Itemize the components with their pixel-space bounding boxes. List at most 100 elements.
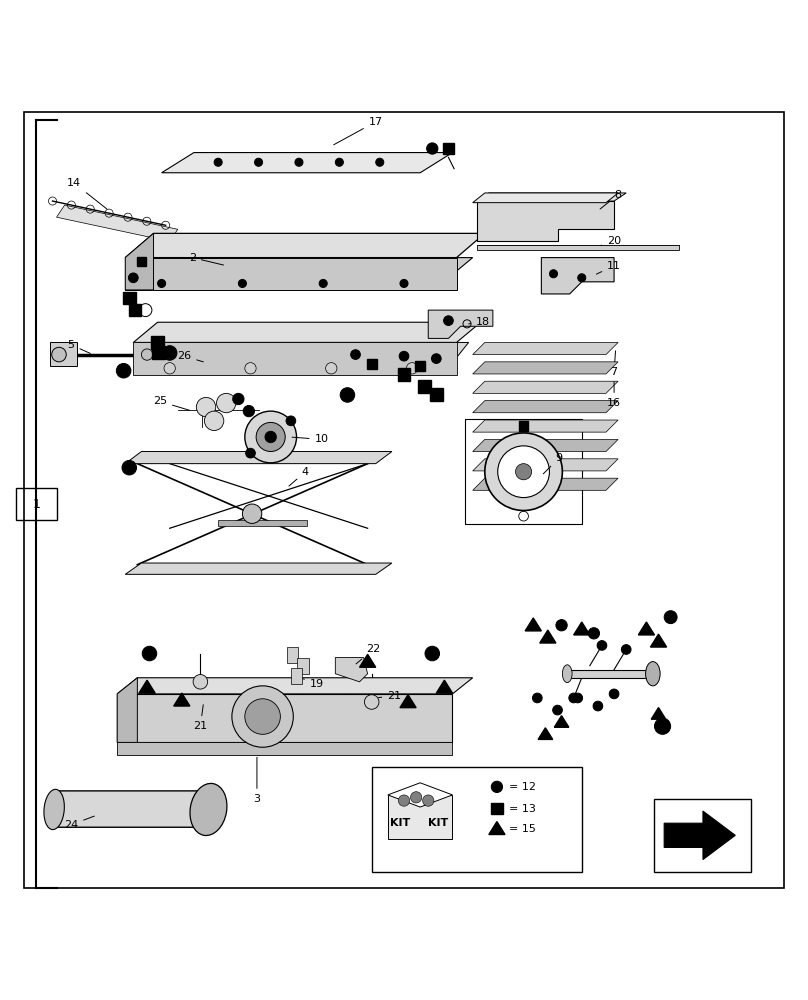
Ellipse shape xyxy=(44,789,65,830)
Circle shape xyxy=(256,422,285,452)
Text: 7: 7 xyxy=(611,351,617,377)
Circle shape xyxy=(553,705,562,715)
Circle shape xyxy=(593,701,603,711)
Circle shape xyxy=(232,686,293,747)
Polygon shape xyxy=(489,822,505,835)
Circle shape xyxy=(164,363,175,374)
Text: 21: 21 xyxy=(378,691,402,701)
Circle shape xyxy=(196,397,216,417)
Circle shape xyxy=(340,388,355,402)
Polygon shape xyxy=(554,716,569,727)
Bar xyxy=(519,421,528,431)
Circle shape xyxy=(255,158,263,166)
Text: 11: 11 xyxy=(596,261,621,274)
Polygon shape xyxy=(638,622,654,635)
Bar xyxy=(16,488,57,520)
Circle shape xyxy=(142,646,157,661)
Polygon shape xyxy=(141,258,473,278)
Bar xyxy=(123,292,136,304)
Text: 1: 1 xyxy=(32,498,40,511)
Polygon shape xyxy=(117,678,137,742)
Circle shape xyxy=(141,349,153,360)
Circle shape xyxy=(423,795,434,806)
Circle shape xyxy=(116,363,131,378)
Circle shape xyxy=(569,693,579,703)
Polygon shape xyxy=(174,693,190,706)
Bar xyxy=(367,359,377,369)
Polygon shape xyxy=(473,478,618,490)
Polygon shape xyxy=(335,658,368,682)
Polygon shape xyxy=(473,420,618,432)
Text: 19: 19 xyxy=(303,679,324,689)
Polygon shape xyxy=(145,342,469,363)
Circle shape xyxy=(245,363,256,374)
Text: 4: 4 xyxy=(289,467,309,486)
Polygon shape xyxy=(125,452,392,464)
Bar xyxy=(430,388,443,401)
Polygon shape xyxy=(525,618,541,631)
Polygon shape xyxy=(133,322,481,342)
Circle shape xyxy=(128,273,138,283)
Polygon shape xyxy=(139,680,155,693)
Polygon shape xyxy=(473,439,618,452)
Circle shape xyxy=(326,363,337,374)
Polygon shape xyxy=(473,381,618,393)
Circle shape xyxy=(556,620,567,631)
Polygon shape xyxy=(473,401,618,413)
Polygon shape xyxy=(650,634,667,647)
Circle shape xyxy=(245,411,297,463)
Circle shape xyxy=(654,718,671,734)
Circle shape xyxy=(532,693,542,703)
Circle shape xyxy=(217,393,236,413)
Polygon shape xyxy=(50,342,77,366)
Bar xyxy=(654,799,751,872)
Circle shape xyxy=(242,504,262,523)
Bar xyxy=(465,419,582,524)
Circle shape xyxy=(621,645,631,654)
Text: KIT: KIT xyxy=(389,818,410,828)
Polygon shape xyxy=(651,708,666,719)
Circle shape xyxy=(122,460,137,475)
Bar xyxy=(443,143,454,154)
Text: 2: 2 xyxy=(189,253,224,265)
Circle shape xyxy=(319,279,327,287)
Circle shape xyxy=(427,143,438,154)
Bar xyxy=(137,257,146,266)
Bar xyxy=(418,380,431,393)
Circle shape xyxy=(498,446,549,498)
Circle shape xyxy=(491,781,503,792)
Polygon shape xyxy=(287,647,298,663)
Circle shape xyxy=(295,158,303,166)
Circle shape xyxy=(52,347,66,362)
Bar xyxy=(129,304,141,316)
Text: 8: 8 xyxy=(600,190,621,209)
Circle shape xyxy=(398,795,410,806)
Polygon shape xyxy=(541,258,614,294)
Text: 18: 18 xyxy=(469,317,490,327)
Text: = 13: = 13 xyxy=(509,804,536,814)
Text: = 12: = 12 xyxy=(509,782,536,792)
Bar xyxy=(372,767,582,872)
Circle shape xyxy=(549,270,558,278)
Circle shape xyxy=(245,699,280,734)
Text: 5: 5 xyxy=(68,340,90,353)
Circle shape xyxy=(399,351,409,361)
Bar xyxy=(398,368,410,381)
Polygon shape xyxy=(473,342,618,355)
Circle shape xyxy=(431,354,441,363)
Polygon shape xyxy=(388,783,452,807)
Polygon shape xyxy=(436,680,452,693)
Circle shape xyxy=(410,792,422,803)
Text: 21: 21 xyxy=(193,705,208,731)
Text: 17: 17 xyxy=(334,117,383,145)
Text: 3: 3 xyxy=(254,757,260,804)
Text: KIT: KIT xyxy=(427,818,448,828)
Text: 20: 20 xyxy=(600,236,621,246)
Circle shape xyxy=(485,433,562,511)
Bar xyxy=(151,336,164,349)
Ellipse shape xyxy=(190,783,227,836)
Bar xyxy=(152,346,165,359)
Polygon shape xyxy=(400,695,416,708)
Polygon shape xyxy=(117,742,452,755)
Polygon shape xyxy=(117,694,452,742)
